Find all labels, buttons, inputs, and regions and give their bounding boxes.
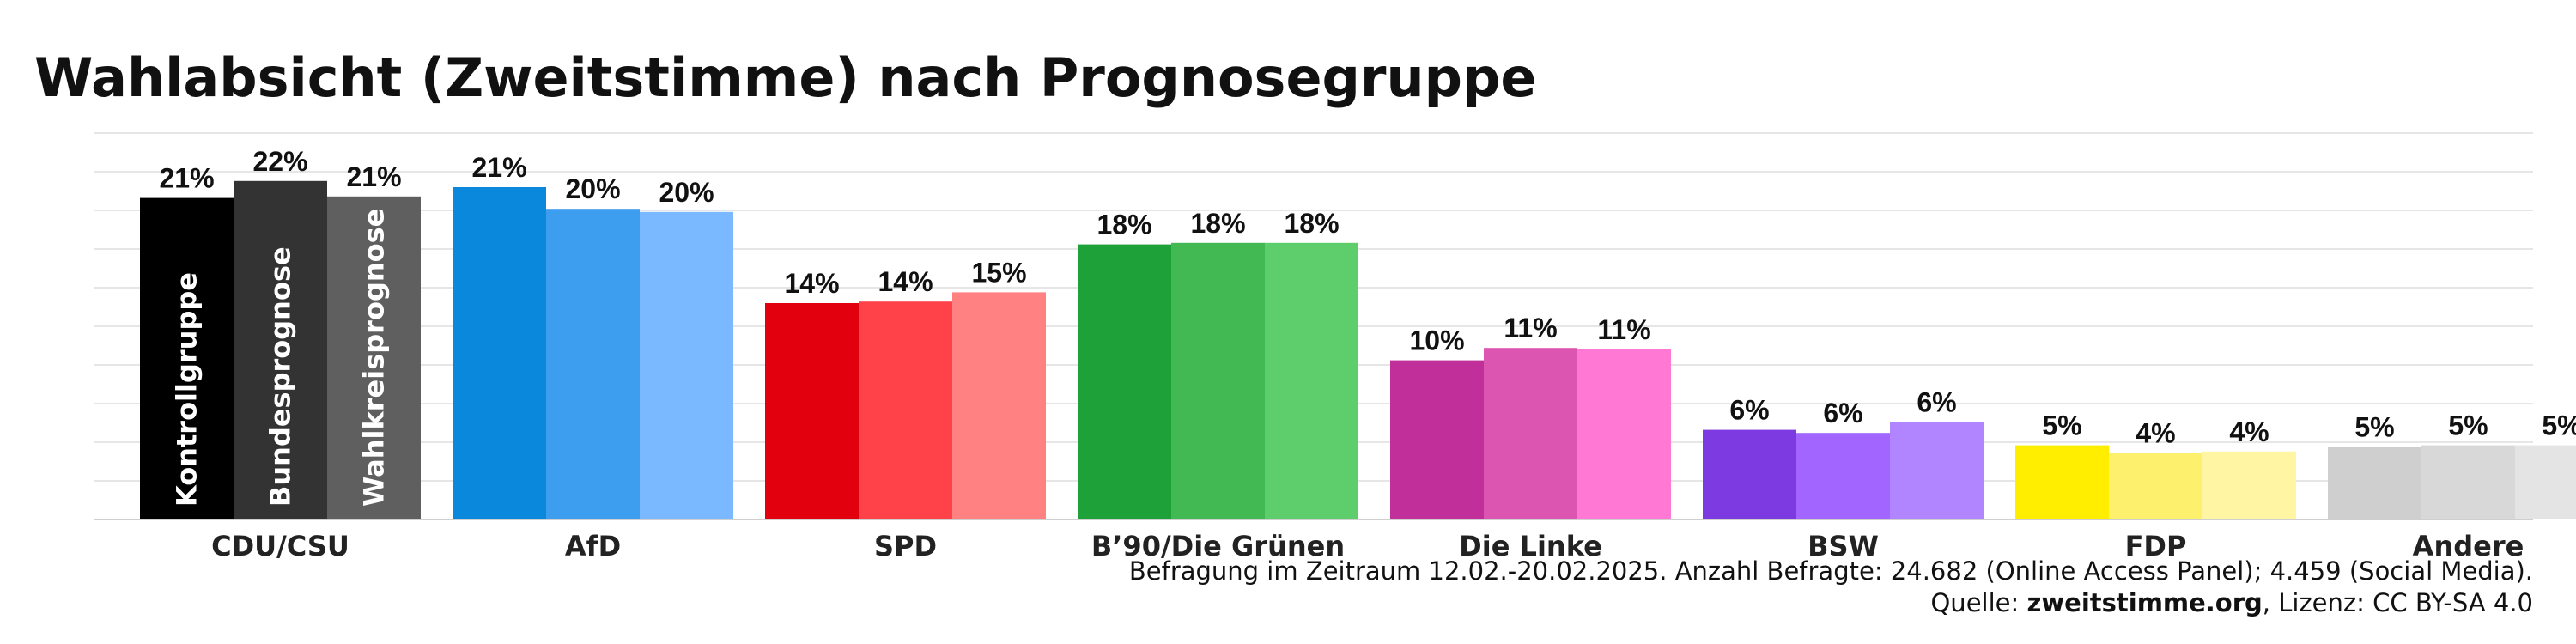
bar: [546, 209, 640, 519]
data-label: 5%: [2448, 410, 2488, 441]
category-label: AfD: [565, 530, 621, 562]
data-label: 21%: [159, 163, 214, 194]
data-label: 11%: [1504, 313, 1557, 343]
data-label: 14%: [784, 268, 839, 299]
data-label: 4%: [2229, 416, 2269, 447]
data-label: 5%: [2354, 411, 2394, 442]
bar: [1390, 360, 1484, 519]
data-label: 6%: [1917, 387, 1956, 418]
data-label: 4%: [2136, 418, 2175, 449]
footer-source: Quelle: zweitstimme.org, Lizenz: CC BY-S…: [1930, 588, 2533, 617]
bar: [2015, 445, 2109, 519]
bar: [140, 197, 234, 519]
data-label: 18%: [1190, 208, 1245, 239]
value-labels: 21% 22% 21% 21% 20% 20% 14% 14% 15% 18% 18% 18% 10% 1…: [159, 146, 2576, 449]
data-label: 18%: [1097, 210, 1151, 240]
bar: [2202, 451, 2296, 519]
bar: [2421, 445, 2515, 519]
bar: [2328, 447, 2421, 519]
footer-survey-info: Befragung im Zeitraum 12.02.-20.02.2025.…: [1129, 556, 2533, 586]
category-label: Die Linke: [1459, 530, 1602, 562]
bar: [1484, 348, 1577, 519]
series-label: Kontrollgruppe: [171, 272, 204, 507]
data-label: 20%: [659, 177, 714, 208]
bar: [1171, 242, 1265, 519]
category-label: B’90/Die Grünen: [1091, 530, 1345, 562]
bar: [327, 196, 421, 520]
bars: [140, 180, 2576, 520]
data-label: 5%: [2042, 410, 2081, 441]
data-label: 22%: [252, 146, 307, 177]
series-labels: Kontrollgruppe Bundesprognose Wahlkreispro…: [171, 209, 391, 507]
bar: [859, 301, 952, 519]
category-label: CDU/CSU: [211, 530, 349, 562]
data-label: 21%: [471, 152, 526, 183]
data-label: 14%: [878, 266, 933, 297]
bar: [1703, 429, 1796, 519]
footer-source-prefix: Quelle:: [1930, 588, 2026, 617]
category-label: Andere: [2413, 530, 2524, 562]
category-label: FDP: [2125, 530, 2187, 562]
bar: [2109, 453, 2202, 519]
bar: [952, 292, 1046, 519]
category-labels: CDU/CSU AfD SPD B’90/Die Grünen Die Linke BSW…: [211, 530, 2524, 562]
bar: [765, 303, 859, 519]
category-label: BSW: [1807, 530, 1879, 562]
bar: [2515, 445, 2576, 519]
data-label: 10%: [1409, 325, 1464, 356]
category-label: SPD: [874, 530, 937, 562]
bar: [1796, 433, 1890, 519]
bar: [453, 187, 546, 519]
data-label: 5%: [2542, 410, 2576, 441]
footer-source-site: zweitstimme.org: [2026, 588, 2262, 617]
bar: [640, 211, 733, 520]
data-label: 20%: [565, 173, 620, 204]
data-label: 11%: [1597, 314, 1650, 345]
data-label: 21%: [346, 161, 401, 192]
bar: [1078, 244, 1171, 519]
series-label: Bundesprognose: [264, 246, 297, 507]
data-label: 18%: [1284, 208, 1339, 239]
series-label: Wahlkreisprognose: [358, 209, 391, 507]
bar: [1890, 422, 1984, 519]
chart-title: Wahlabsicht (Zweitstimme) nach Prognoseg…: [34, 46, 1536, 109]
bar: [1265, 242, 1358, 519]
bar: [234, 180, 327, 520]
bar: [1577, 349, 1671, 519]
data-label: 15%: [971, 257, 1026, 288]
footer-source-suffix: , Lizenz: CC BY-SA 4.0: [2263, 588, 2533, 617]
data-label: 6%: [1823, 398, 1862, 428]
data-label: 6%: [1729, 395, 1769, 426]
